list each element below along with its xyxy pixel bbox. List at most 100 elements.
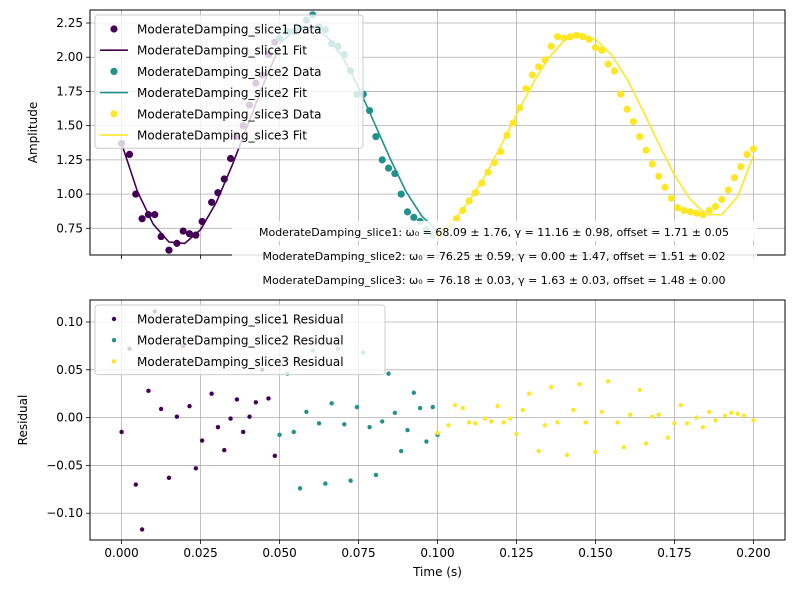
y-tick-label: 0.75 (56, 221, 83, 235)
series-2-point (398, 448, 404, 454)
series-1-point (222, 447, 227, 453)
y-axis-label: Amplitude (26, 102, 40, 164)
y-tick-label: 0.10 (56, 315, 83, 329)
series-3-point (378, 156, 386, 164)
series-3-point (706, 409, 712, 415)
series-1-point (192, 231, 200, 239)
series-3-point (410, 213, 418, 221)
series-2-point (297, 486, 303, 491)
series-5-point (749, 145, 758, 153)
series-3-point (700, 424, 706, 430)
series-3-point (384, 164, 393, 172)
x-tick-label: 0.200 (736, 546, 770, 560)
series-5-point (528, 71, 536, 79)
y-tick-label: 1.75 (56, 84, 83, 98)
series-2-point (417, 405, 423, 411)
series-5-point (648, 160, 656, 168)
series-3-point (460, 405, 465, 411)
series-1-point (165, 246, 173, 254)
x-tick-label: 0.175 (657, 546, 691, 560)
series-5-point (617, 90, 625, 98)
series-3-point (473, 421, 478, 426)
series-3-point (735, 411, 740, 416)
series-3-point (599, 409, 604, 415)
series-5-point (547, 42, 555, 50)
series-1-point (228, 416, 233, 421)
series-5-point (553, 33, 562, 41)
series-5-point (680, 206, 688, 215)
series-2-point (304, 409, 309, 415)
series-3-point (549, 384, 554, 390)
series-3-point (729, 410, 734, 416)
series-3-point (684, 421, 690, 426)
series-1-point (146, 388, 151, 394)
series-5-point (591, 44, 600, 52)
series-5-point (730, 174, 739, 182)
series-5-point (686, 208, 694, 216)
legend-label: ModerateDamping_slice3 Fit (137, 129, 307, 143)
legend: ModerateDamping_slice1 Residual ModerateD… (94, 304, 386, 376)
series-1-point (139, 527, 145, 532)
series-2-point (411, 390, 417, 395)
series-2-point (386, 371, 391, 376)
fit-annotation: ModerateDamping_slice2: ω₀ = 76.25 ± 0.5… (262, 250, 725, 263)
legend-label: ModerateDamping_slice1 Fit (137, 44, 307, 58)
series-3-point (637, 387, 642, 393)
series-3-point (542, 423, 548, 428)
series-3-point (650, 414, 655, 419)
series-3-point (672, 421, 677, 426)
series-1-point (185, 230, 194, 238)
series-1-point (215, 424, 221, 430)
series-5-point (737, 163, 745, 171)
series-2-point (291, 429, 296, 435)
legend-marker-swatch (110, 67, 118, 75)
series-3-point (694, 415, 699, 420)
series-1-point (266, 396, 271, 401)
series-3-point (713, 418, 718, 423)
series-1-point (226, 154, 235, 163)
series-3-point (372, 133, 380, 141)
bottom-panel: 0.000 0.025 0.050 0.075 0.100 0.125 0.150 0.175… (16, 299, 786, 579)
series-2-point (424, 439, 429, 444)
series-2-point (405, 427, 410, 433)
series-3-point (507, 416, 513, 421)
series-5-point (655, 172, 663, 180)
series-3-point (514, 431, 519, 437)
series-3-point (621, 445, 627, 450)
legend-label: ModerateDamping_slice1 Data (137, 23, 322, 37)
legend-box (94, 14, 364, 149)
series-2-point (316, 421, 322, 426)
series-5-point (705, 206, 713, 215)
series-3-point (466, 420, 472, 425)
y-tick-label: −0.10 (46, 506, 83, 520)
series-3-point (751, 418, 756, 423)
series-3-point (495, 403, 500, 409)
series-3-point (593, 449, 598, 455)
series-3-point (526, 391, 532, 396)
series-1-point (138, 215, 146, 223)
legend-marker-swatch (110, 110, 118, 118)
series-3-point (615, 420, 620, 425)
series-3-point (628, 412, 633, 417)
series-1-point (272, 453, 278, 459)
series-3-point (555, 420, 560, 425)
series-1-point (119, 429, 124, 435)
x-tick-label: 0.150 (578, 546, 612, 560)
x-tick-label: 0.125 (499, 546, 533, 560)
series-3-point (577, 381, 582, 387)
series-2-point (367, 424, 372, 430)
series-5-point (623, 105, 631, 113)
series-5-point (604, 60, 612, 68)
series-3-point (656, 412, 661, 417)
legend-marker-swatch (111, 359, 117, 364)
x-tick-label: 0.100 (420, 546, 454, 560)
y-axis-label: Residual (16, 395, 30, 446)
series-1-point (133, 482, 139, 487)
series-1-point (193, 466, 199, 471)
series-3-point (501, 420, 507, 425)
legend-marker-swatch (111, 338, 117, 343)
series-3-point (741, 413, 747, 418)
series-5-point (673, 204, 682, 212)
series-3-point (722, 413, 728, 418)
